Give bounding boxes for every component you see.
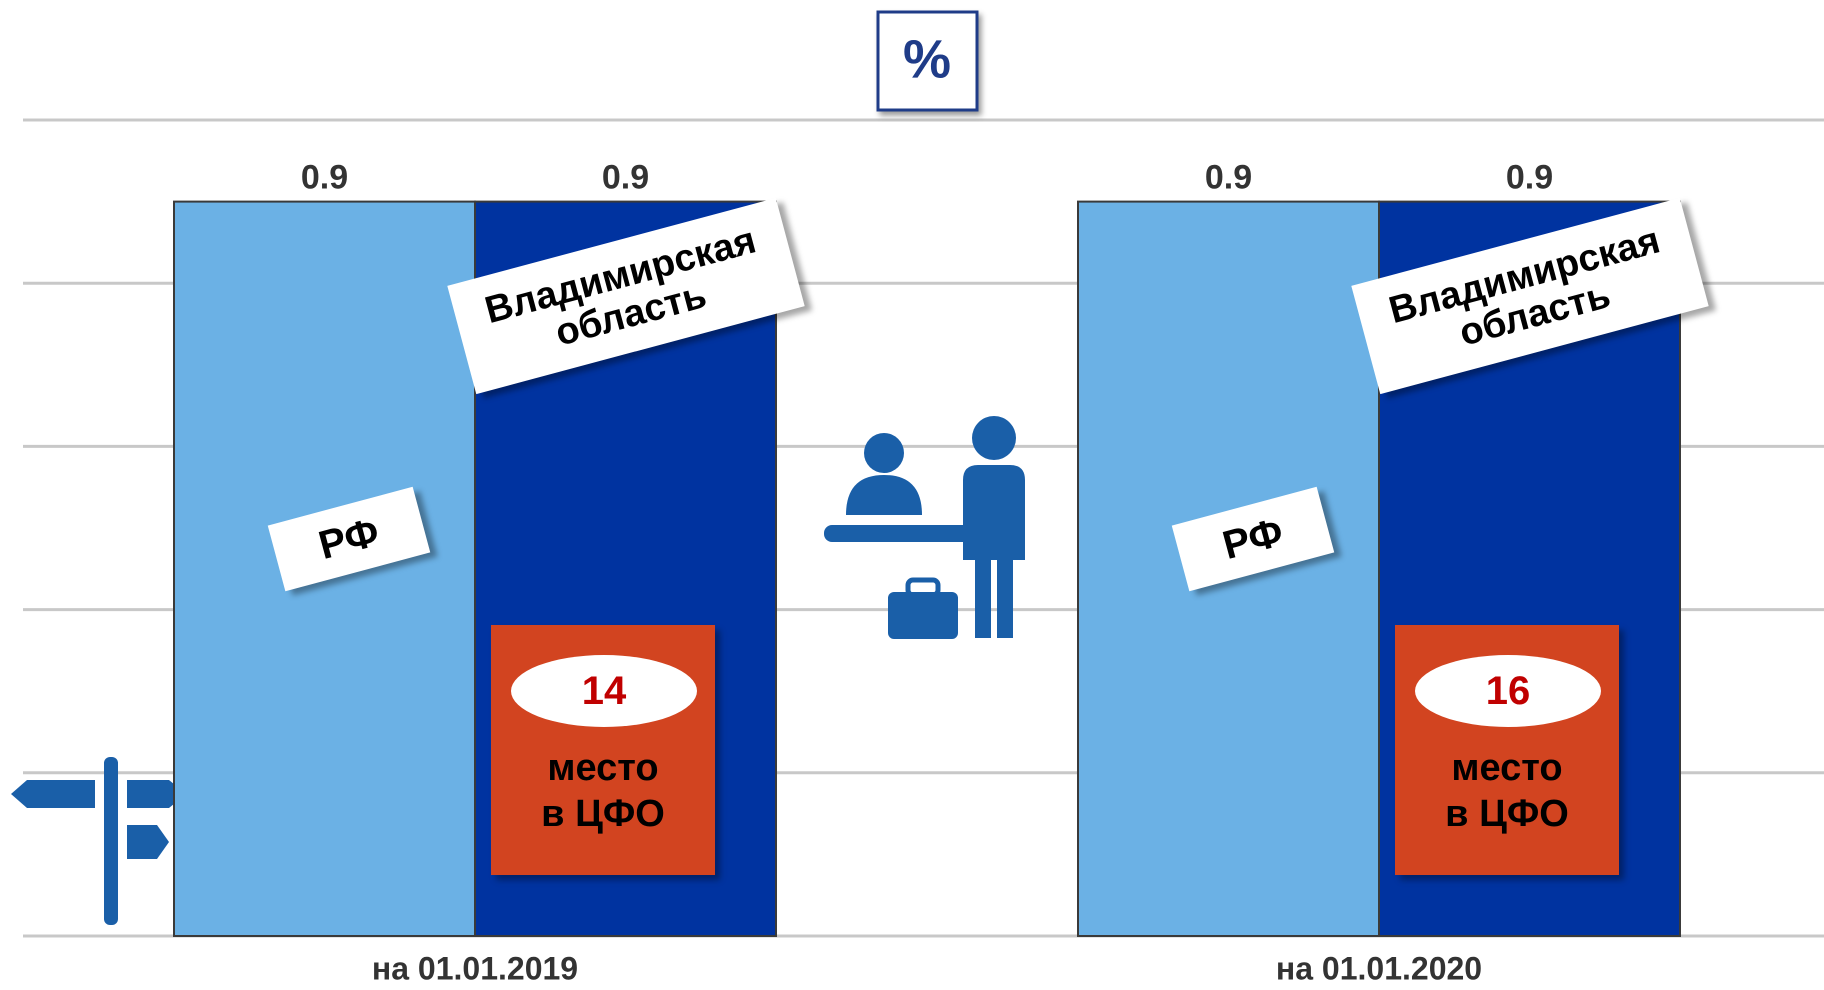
rank-text: место: [1451, 747, 1563, 789]
rank-text: в ЦФО: [1445, 793, 1569, 835]
x-tick-label: на 01.01.2020: [1276, 950, 1482, 986]
value-label: 0.9: [301, 159, 348, 197]
rank-box: 16 место в ЦФО: [1395, 625, 1619, 875]
chart-title: %: [903, 29, 951, 89]
signpost-icon: [11, 757, 186, 925]
rank-text: в ЦФО: [541, 793, 665, 835]
x-tick-label: на 01.01.2019: [372, 950, 578, 986]
value-label: 0.9: [602, 159, 649, 197]
title-box: [876, 10, 979, 112]
value-label: 0.9: [1506, 159, 1553, 197]
rank-number: 16: [1415, 655, 1601, 727]
rank-number: 14: [511, 655, 697, 727]
people-icon: [824, 416, 1025, 639]
rank-box: 14 место в ЦФО: [491, 625, 715, 875]
rank-text: место: [547, 747, 659, 789]
value-label: 0.9: [1205, 159, 1252, 197]
